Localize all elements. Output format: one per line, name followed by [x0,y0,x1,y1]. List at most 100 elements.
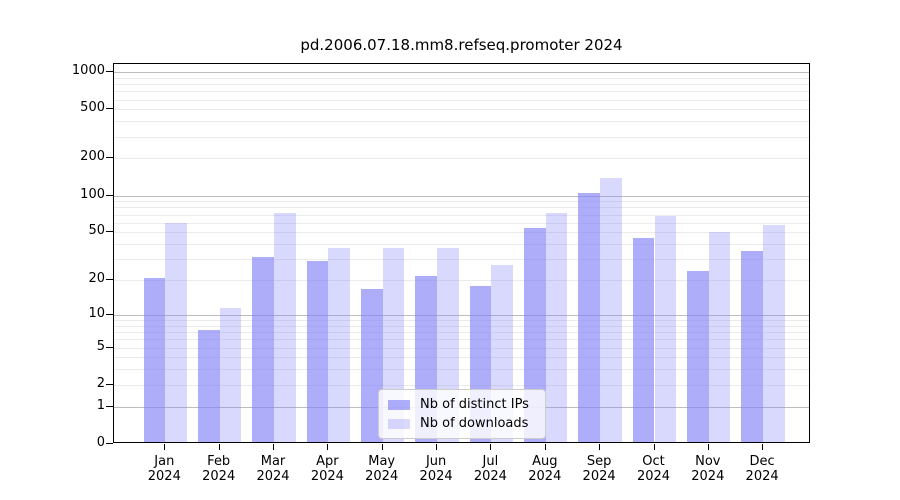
y-tick-mark [106,194,113,196]
minor-gridline [114,214,809,216]
bar-downloads [708,232,731,442]
minor-gridline [114,207,809,209]
minor-gridline [114,325,809,327]
y-tick-label: 1000 [71,63,105,78]
minor-gridline [114,280,809,282]
y-tick-mark [106,157,113,159]
minor-gridline [114,109,809,111]
minor-gridline [114,320,809,321]
x-tick-label: Sep 2024 [582,454,616,484]
x-tick-label: Jun 2024 [419,454,453,484]
minor-gridline [114,259,809,261]
y-tick-mark [106,346,113,348]
x-tick-mark [653,444,655,450]
x-tick-label: Jan 2024 [147,454,181,484]
bar-downloads [219,308,242,442]
bar-distinct-ips [741,250,764,442]
major-gridline [114,314,809,316]
minor-gridline [114,136,809,138]
x-tick-label: Oct 2024 [636,454,671,484]
minor-gridline [114,121,809,123]
major-gridline [114,195,809,197]
y-tick-mark [106,71,113,72]
x-tick-mark [164,444,166,450]
minor-gridline [114,91,809,93]
y-tick-label: 50 [88,223,105,239]
minor-gridline [114,232,809,234]
minor-gridline [114,244,809,245]
bar-distinct-ips [524,228,546,442]
y-tick-mark [106,231,113,233]
minor-gridline [114,347,809,349]
x-tick-label: Feb 2024 [202,454,236,484]
x-tick-label: Mar 2024 [256,454,290,484]
bar-distinct-ips [578,193,601,442]
legend-item-distinct-ips: Nb of distinct IPs [388,397,536,413]
y-tick-label: 200 [80,149,105,165]
x-tick-mark [436,444,438,450]
y-tick-mark [106,108,113,110]
bar-downloads [600,177,622,442]
x-tick-mark [490,444,492,450]
major-gridline [114,72,809,73]
bar-downloads [654,216,677,442]
minor-gridline [114,384,809,386]
x-tick-mark [218,444,220,450]
x-tick-label: Jul 2024 [473,454,507,484]
y-tick-label: 2 [96,375,105,391]
x-tick-mark [381,444,383,450]
bar-downloads [165,223,187,442]
y-tick-label: 5 [96,338,105,354]
bar-distinct-ips [632,238,655,442]
minor-gridline [114,201,809,203]
legend-swatch-downloads [388,418,410,429]
bar-distinct-ips [361,289,383,442]
bar-distinct-ips [198,330,220,442]
x-tick-label: Nov 2024 [691,454,725,484]
legend-label: Nb of distinct IPs [420,396,529,412]
y-tick-mark [106,383,113,385]
x-tick-label: May 2024 [365,454,399,484]
y-tick-mark [106,313,113,315]
plot-area [113,63,810,443]
legend: Nb of distinct IPs Nb of downloads [378,389,546,439]
bar-distinct-ips [306,260,329,442]
y-tick-mark [106,443,113,444]
y-tick-mark [106,405,113,407]
x-tick-mark [273,444,274,450]
minor-gridline [114,99,809,101]
x-tick-mark [327,444,329,450]
x-tick-mark [544,444,546,450]
y-tick-label: 1 [96,397,105,413]
bar-downloads [763,225,785,442]
x-tick-mark [599,444,601,450]
x-tick-mark [762,444,764,450]
bar-distinct-ips [143,278,166,442]
x-tick-label: Dec 2024 [745,454,779,484]
minor-gridline [114,84,809,85]
bar-distinct-ips [252,257,274,442]
minor-gridline [114,222,809,224]
y-tick-label: 500 [80,100,105,116]
bar-downloads [274,212,296,442]
minor-gridline [114,339,809,341]
minor-gridline [114,357,809,359]
y-tick-label: 20 [88,271,105,287]
legend-label: Nb of downloads [420,415,529,431]
minor-gridline [114,158,809,160]
minor-gridline [114,77,809,79]
bar-downloads [545,213,568,442]
minor-gridline [114,332,809,333]
x-tick-mark [707,444,709,450]
y-tick-label: 0 [96,435,105,450]
legend-swatch-distinct-ips [388,399,410,410]
y-tick-label: 10 [88,305,105,321]
chart-title: pd.2006.07.18.mm8.refseq.promoter 2024 [300,36,623,54]
x-tick-label: Aug 2024 [528,454,562,484]
minor-gridline [114,369,809,371]
y-tick-label: 100 [80,186,105,202]
y-tick-mark [106,279,113,281]
bar-downloads [328,247,351,442]
legend-item-downloads: Nb of downloads [388,416,536,432]
